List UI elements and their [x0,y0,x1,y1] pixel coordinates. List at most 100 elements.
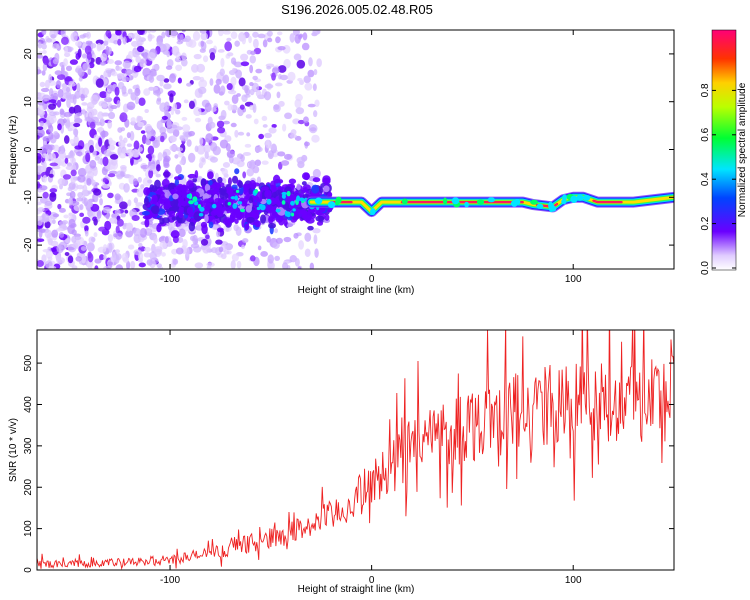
spectrogram-blob [47,144,56,151]
spectrogram-blob [311,134,320,143]
spectrogram-blob [282,262,289,269]
spectrogram-blob [261,115,268,122]
ridge-core [592,200,623,203]
colorbar-tick-label: 0.4 [700,172,711,186]
spectrogram-blob [137,176,143,183]
spectrogram-blob [284,210,288,217]
spectrogram-blob [291,215,300,220]
spectrogram-blob [42,57,50,65]
spectrogram-blob [220,253,227,260]
colorbar-label: Normalized spectral amplitude [737,82,748,217]
spectrogram-blob [288,178,297,185]
spectrogram-blob [161,31,166,39]
spectrogram-blob [203,144,211,154]
spectrogram-blob [152,90,162,96]
spectrogram-blob [231,184,238,190]
spectrogram-blob [140,163,148,170]
spectrogram-blob [90,236,96,242]
spectrogram-blob [103,265,112,269]
spectrogram-blob [268,127,277,134]
spectrogram-blob [77,67,85,77]
spectrogram-blob [297,77,303,82]
spectrogram-blob [171,216,178,221]
spectrogram-blob [294,257,300,267]
spectrogram-blob [163,157,170,167]
spectrogram-blob [47,246,52,251]
spectrogram-blob [136,45,145,53]
spectrogram-blob [271,67,280,74]
spectrogram-blob [100,130,109,138]
spectrogram-blob [148,153,152,162]
spectrogram-blob [256,206,261,211]
spectrogram-blob [67,224,75,235]
colorbar-tick-label: 0.2 [700,216,711,230]
spectrogram-blob [206,264,212,269]
spectrogram-blob [217,176,223,184]
spectrogram-blob [266,235,271,243]
spectrogram-blob [276,91,281,99]
spectrogram-blob [264,190,269,198]
spectrogram-blob [166,119,172,128]
spectrogram-blob [97,160,104,165]
spectrogram-blob [89,121,96,130]
spectrogram-blob [301,172,310,180]
spectrogram-blob [37,152,42,160]
ridge-blob [583,194,591,201]
spectrogram-blob [39,37,46,44]
spectrogram-blob [142,215,152,220]
spectrogram-blob [165,65,173,70]
spectrogram-blob [233,61,243,68]
spectrogram-blob [117,127,123,133]
spectrogram-blob [289,134,298,139]
spectrogram-blob [278,179,284,184]
spectrogram-blob [226,52,234,57]
spectrogram-blob [137,30,144,36]
spectrogram-blob [64,157,69,164]
spectrogram-blob [287,71,296,82]
spectrogram-blob [230,57,237,65]
spectrogram-blob [105,45,110,55]
spectrogram-blob [90,43,97,49]
spectrogram-blob [133,228,141,237]
spectrogram-blob [86,177,92,186]
spectrogram-blob [50,152,56,162]
spectrogram-blob [133,197,139,204]
spectrogram-blob [94,265,99,269]
spectrogram-blob [216,120,225,128]
spectrogram-blob [83,197,88,207]
spectrogram-blob [94,121,103,126]
spectrogram-blob [198,212,204,217]
spectrogram-blob [301,42,310,51]
spectrogram-blob [181,30,186,33]
spectrogram-blob [252,31,259,38]
spectrogram-blob [316,58,322,68]
spectrogram-blob [107,192,114,199]
spectrogram-blob [184,35,191,43]
spectrogram-blob [81,53,87,59]
spectrogram-blob [114,60,123,66]
spectrogram-blob [156,164,161,172]
spectrogram-blob [230,196,236,200]
y-tick-label: 200 [23,478,34,495]
spectrogram-blob [239,104,245,110]
spectrogram-blobs [37,30,335,269]
spectrogram-blob [122,223,127,230]
spectrogram-blob [128,50,134,60]
spectrogram-blob [245,205,252,213]
spectrogram-blob [115,30,122,36]
spectrogram-blob [295,93,303,102]
spectrogram-blob [215,239,223,245]
spectrogram-blob [222,161,231,168]
ridge-blob [476,199,485,205]
spectrogram-blob [57,88,64,98]
spectrogram-blob [146,259,153,266]
spectrogram-blob [188,152,196,163]
spectrogram-blob [87,68,92,76]
spectrogram-blob [142,177,152,187]
spectrogram-blob [255,197,263,203]
spectrogram-blob [175,247,184,255]
spectrogram-blob [274,228,278,234]
spectrogram-blob [39,81,46,88]
spectrogram-blob [188,39,197,48]
spectrogram-blob [119,201,128,210]
